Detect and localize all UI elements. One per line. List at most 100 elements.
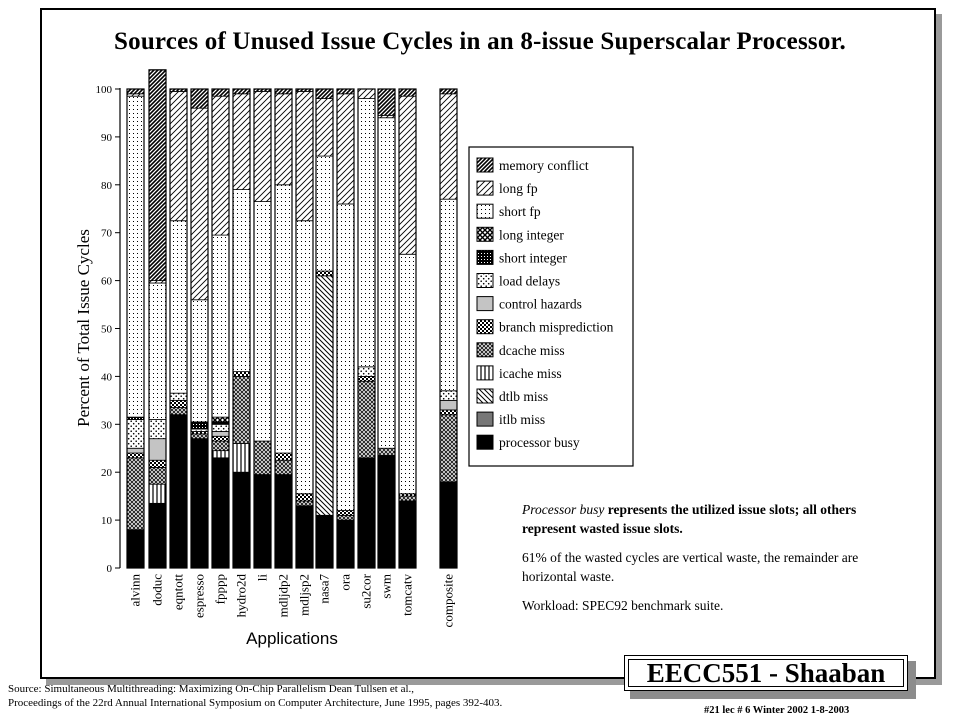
legend-swatch xyxy=(476,319,494,335)
bar-segment-branch-misprediction xyxy=(274,452,293,461)
bar-segment-long-fp xyxy=(315,98,334,157)
bar-segment-dcache-miss xyxy=(190,433,209,440)
bar-segment-long-fp xyxy=(357,88,376,99)
annotation-waste-split: 61% of the wasted cycles are vertical wa… xyxy=(522,550,859,584)
bar-segment-branch-misprediction xyxy=(148,459,167,468)
bar-segment-short-fp xyxy=(126,95,145,418)
bar-outline xyxy=(274,88,293,569)
chart-legend: memory conflict long fp short fp long integ… xyxy=(468,146,634,467)
bar-segment-memory-conflict xyxy=(377,88,396,116)
bar-segment-control-hazards xyxy=(211,431,230,437)
legend-box xyxy=(468,146,634,467)
bar-segment-long-integer xyxy=(211,416,230,423)
bar-segment-short-fp xyxy=(315,155,334,272)
legend-item-dtlb-miss: dtlb miss xyxy=(476,388,548,404)
y-tick-label: 80 xyxy=(101,180,113,192)
bar-segment-dcache-miss xyxy=(126,457,145,531)
x-tick-label: swm xyxy=(379,574,394,599)
legend-swatch xyxy=(476,365,494,381)
bar-segment-short-fp xyxy=(295,220,314,495)
legend-swatch xyxy=(476,226,494,242)
bar-segment-dcache-miss xyxy=(274,459,293,475)
bar-tomcatv xyxy=(398,88,417,569)
bar-eqntott xyxy=(169,88,188,569)
bar-segment-processor-busy xyxy=(377,455,396,569)
bar-segment-memory-conflict xyxy=(336,88,355,95)
bar-segment-short-fp xyxy=(211,234,230,418)
bar-segment-branch-misprediction xyxy=(439,409,458,416)
bar-segment-memory-conflict xyxy=(439,88,458,95)
bar-hydro2d xyxy=(232,88,251,569)
bar-segment-branch-misprediction xyxy=(126,452,145,459)
legend-swatch xyxy=(476,180,494,196)
bar-alvinn xyxy=(126,88,145,569)
legend-item-branch-misprediction: branch misprediction xyxy=(476,319,614,335)
x-tick-label: nasa7 xyxy=(317,574,332,604)
bar-segment-dcache-miss xyxy=(169,407,188,416)
bar-segment-memory-conflict xyxy=(148,69,167,281)
bar-segment-branch-misprediction xyxy=(315,270,334,277)
legend-label: short fp xyxy=(499,204,541,219)
bar-segment-load-delays xyxy=(211,423,230,432)
legend-label: long integer xyxy=(499,227,564,242)
x-tick-label: tomcatv xyxy=(400,574,415,616)
legend-swatch xyxy=(476,273,494,288)
bar-segment-branch-misprediction xyxy=(211,435,230,442)
bar-segment-load-delays xyxy=(126,419,145,449)
bar-segment-long-fp xyxy=(190,107,209,301)
legend-swatch xyxy=(476,249,494,265)
bar-segment-long-fp xyxy=(439,93,458,200)
bar-segment-dcache-miss xyxy=(377,447,396,456)
legend-swatch xyxy=(476,342,494,358)
bar-segment-icache-miss xyxy=(211,450,230,459)
y-tick-label: 100 xyxy=(96,84,113,96)
slide-footer: #21 lec # 6 Winter 2002 1-8-2003 xyxy=(704,705,850,716)
legend-swatch xyxy=(476,157,494,173)
bar-su2cor xyxy=(357,88,376,569)
x-tick-label: eqntott xyxy=(171,574,186,610)
bar-fpppp xyxy=(211,88,230,569)
y-tick-label: 30 xyxy=(101,419,113,431)
bar-espresso xyxy=(190,88,209,569)
bar-segment-processor-busy xyxy=(169,414,188,569)
legend-swatch xyxy=(476,434,494,450)
x-tick-label: alvinn xyxy=(128,574,143,607)
bar-composite xyxy=(439,88,458,569)
course-badge-label: EECC551 - Shaaban xyxy=(628,658,904,688)
bar-swm xyxy=(377,88,396,569)
bar-segment-branch-misprediction xyxy=(357,375,376,382)
annotation-workload: Workload: SPEC92 benchmark suite. xyxy=(522,598,724,613)
bar-segment-short-fp xyxy=(357,98,376,368)
bar-segment-short-fp xyxy=(377,117,396,449)
bar-li xyxy=(253,88,272,569)
bar-segment-short-fp xyxy=(169,220,188,394)
legend-item-short-integer: short integer xyxy=(476,249,567,265)
bar-segment-branch-misprediction xyxy=(169,399,188,408)
bar-segment-dcache-miss xyxy=(232,375,251,444)
bar-segment-load-delays xyxy=(357,366,376,377)
bar-segment-processor-busy xyxy=(232,471,251,569)
bar-segment-short-fp xyxy=(398,253,417,495)
x-tick-label: composite xyxy=(441,574,456,628)
y-tick-label: 50 xyxy=(101,324,113,336)
bar-segment-long-fp xyxy=(211,95,230,236)
bar-outline xyxy=(398,88,417,569)
x-tick-label: hydro2d xyxy=(234,574,249,618)
bar-segment-dtlb-miss xyxy=(315,275,334,516)
bar-segment-dcache-miss xyxy=(148,467,167,485)
legend-label: long fp xyxy=(499,181,538,196)
legend-item-itlb-miss: itlb miss xyxy=(476,411,545,427)
bar-segment-long-fp xyxy=(336,93,355,205)
bar-segment-control-hazards xyxy=(126,447,145,454)
bar-outline xyxy=(232,88,251,569)
x-tick-label: fpppp xyxy=(213,574,228,604)
bar-mdljsp2 xyxy=(295,88,314,569)
bar-segment-short-fp xyxy=(274,184,293,454)
source-citation: Source: Simultaneous Multithreading: Max… xyxy=(8,682,502,710)
bar-outline xyxy=(148,69,167,569)
legend-item-load-delays: load delays xyxy=(476,273,560,289)
x-tick-label: ora xyxy=(338,574,353,591)
bar-segment-short-integer xyxy=(190,421,209,430)
y-tick-label: 40 xyxy=(101,371,113,383)
bar-segment-branch-misprediction xyxy=(232,371,251,377)
